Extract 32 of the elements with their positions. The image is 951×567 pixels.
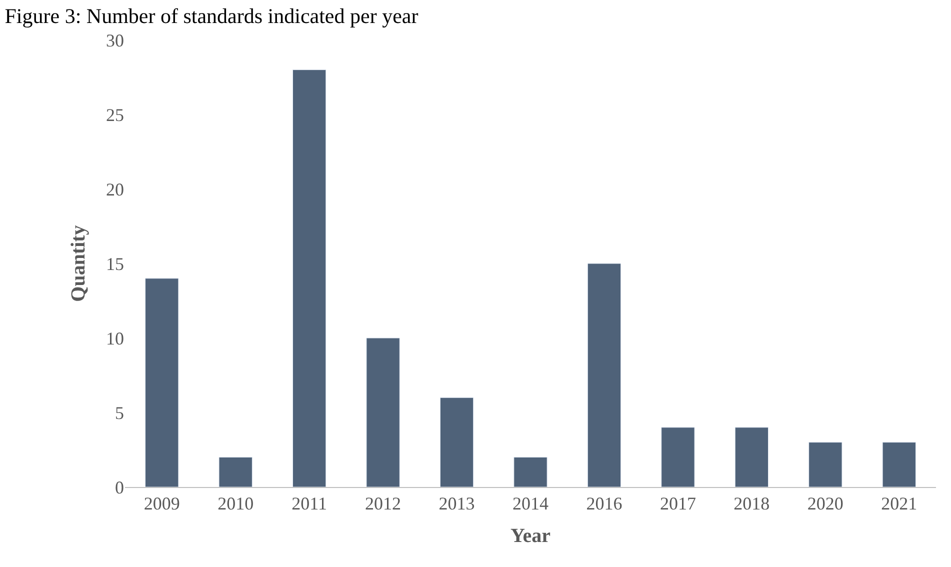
y-tick-label: 5 [115,402,124,423]
y-tick-label: 0 [115,477,124,498]
y-tick-label: 30 [106,30,124,50]
bar [587,263,622,487]
x-tick-label: 2020 [807,494,844,514]
x-tick-label: 2010 [218,494,254,514]
bar [514,456,548,487]
bar [808,442,842,487]
bar [661,427,695,487]
x-tick-label: 2014 [512,494,548,514]
bar [145,278,179,487]
bar [734,427,769,487]
x-tick-label: 2016 [586,494,622,514]
bar [292,70,326,487]
y-tick-label: 15 [106,254,124,274]
x-tick-label: 2012 [365,494,402,514]
bar [218,456,252,487]
y-tick-label: 10 [106,328,124,348]
y-tick-label: 20 [106,179,124,200]
x-tick-label: 2011 [292,494,327,514]
x-tick-label: 2021 [881,494,918,514]
x-axis-title: Year [510,525,551,548]
y-tick-label: 25 [106,104,124,125]
chart-title: Figure 3: Number of standards indicated per year [4,4,418,28]
x-tick-label: 2013 [438,494,475,514]
bar [440,397,474,487]
bar [366,338,400,487]
y-axis-title: Quantity [68,225,90,302]
x-tick-label: 2018 [734,494,770,514]
x-tick-label: 2009 [144,494,180,514]
bar [882,442,916,487]
x-tick-label: 2017 [660,494,696,514]
